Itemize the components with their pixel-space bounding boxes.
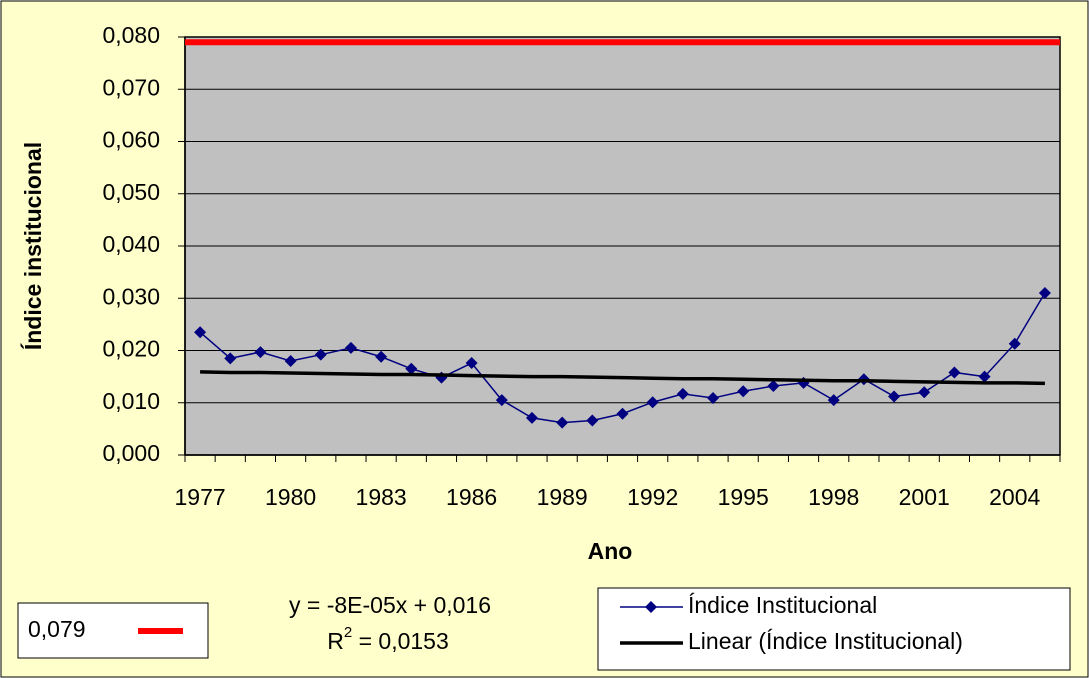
r-squared-part: 2 <box>344 624 352 641</box>
data-point <box>1008 337 1021 350</box>
data-point <box>707 392 720 405</box>
y-tick-label: 0,080 <box>102 22 160 48</box>
x-tick-label: 1980 <box>265 484 316 510</box>
data-point <box>344 341 357 354</box>
x-axis-title: Ano <box>588 538 633 564</box>
trend-equation: y = -8E-05x + 0,016 <box>289 592 491 618</box>
y-tick-label: 0,030 <box>102 283 160 309</box>
x-tick-label: 1989 <box>537 484 588 510</box>
r-squared-part: = 0,0153 <box>352 628 449 654</box>
data-point <box>918 386 931 399</box>
data-point <box>465 357 478 370</box>
x-tick-label: 1986 <box>446 484 497 510</box>
y-tick-label: 0,010 <box>102 388 160 414</box>
data-point <box>616 407 629 420</box>
data-point <box>284 354 297 367</box>
x-tick-label: 2004 <box>989 484 1040 510</box>
legend-label: Índice Institucional <box>688 592 877 618</box>
reference-label: 0,079 <box>28 616 86 642</box>
x-tick-label: 1983 <box>356 484 407 510</box>
x-tick-label: 1992 <box>627 484 678 510</box>
data-point <box>978 370 991 383</box>
data-point <box>375 350 388 363</box>
y-tick-label: 0,060 <box>102 127 160 153</box>
data-point <box>737 385 750 398</box>
y-tick-label: 0,070 <box>102 74 160 100</box>
r-squared: R2 = 0,0153 <box>327 624 449 654</box>
legend-label: Linear (Índice Institucional) <box>688 628 963 654</box>
data-point <box>676 387 689 400</box>
x-tick-label: 2001 <box>899 484 950 510</box>
data-point <box>495 394 508 407</box>
y-tick-label: 0,020 <box>102 336 160 362</box>
y-tick-label: 0,000 <box>102 440 160 466</box>
data-point <box>827 394 840 407</box>
data-point <box>586 414 599 427</box>
y-tick-label: 0,040 <box>102 231 160 257</box>
data-point <box>254 346 267 359</box>
x-tick-label: 1977 <box>175 484 226 510</box>
y-axis-title: Índice institucional <box>19 142 46 350</box>
data-point <box>948 366 961 379</box>
data-point <box>556 416 569 429</box>
data-point <box>194 326 207 339</box>
x-tick-label: 1995 <box>718 484 769 510</box>
x-tick-label: 1998 <box>808 484 859 510</box>
data-point <box>314 348 327 361</box>
r-squared-part: R <box>327 628 344 654</box>
data-point <box>525 411 538 424</box>
data-point <box>646 396 659 409</box>
data-point <box>767 380 780 393</box>
data-point <box>224 352 237 365</box>
legend-marker <box>645 601 657 613</box>
series-line <box>200 370 1045 386</box>
data-point <box>1038 287 1051 300</box>
y-tick-label: 0,050 <box>102 179 160 205</box>
data-point <box>888 390 901 403</box>
data-point <box>405 362 418 375</box>
legend <box>597 587 1071 671</box>
